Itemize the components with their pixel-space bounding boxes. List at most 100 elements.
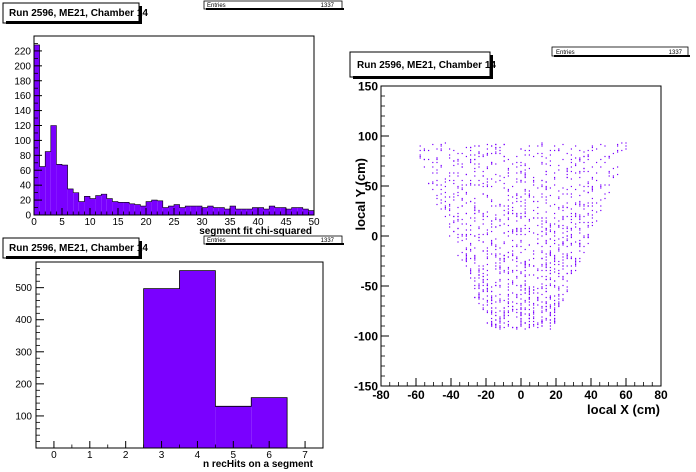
chi2-stats-box[interactable]: Entries 1337 <box>203 0 344 10</box>
localxy-point <box>583 167 585 170</box>
localxy-point <box>507 298 509 300</box>
localxy-point <box>482 284 484 287</box>
localxy-point <box>507 230 509 233</box>
localxy-point <box>558 287 560 290</box>
localxy-point <box>449 203 451 206</box>
localxy-point <box>562 158 564 161</box>
nrechits-x-tick-label: 2 <box>123 450 129 461</box>
localxy-point <box>457 172 459 174</box>
localxy-stats-box[interactable]: Entries 1337 <box>551 46 690 57</box>
localxy-point <box>436 184 438 186</box>
localxy-point <box>440 164 442 167</box>
localxy-point <box>579 172 581 174</box>
localxy-point <box>486 196 488 198</box>
localxy-point <box>478 302 480 305</box>
localxy-point <box>495 217 497 219</box>
localxy-point <box>583 208 585 210</box>
localxy-point <box>482 223 484 225</box>
nrechits-bar <box>143 288 180 448</box>
localxy-point <box>453 230 455 233</box>
localxy-point <box>600 209 602 212</box>
localxy-point <box>528 263 530 266</box>
localxy-point <box>474 175 476 177</box>
localxy-point <box>566 286 568 288</box>
localxy-point <box>432 172 434 174</box>
localxy-point <box>608 172 610 174</box>
localxy-point <box>516 245 518 248</box>
localxy-point <box>524 176 526 179</box>
localxy-point <box>617 166 619 168</box>
chi2-title-box[interactable]: Run 2596, ME21, Chamber 14 <box>2 2 148 24</box>
localxy-y-tick-label: 50 <box>365 180 379 194</box>
localxy-point <box>486 253 488 255</box>
nrechits-stats-box[interactable]: Entries 1337 <box>203 235 344 245</box>
localxy-point <box>562 206 564 209</box>
localxy-point <box>428 158 430 161</box>
localxy-point <box>495 238 497 240</box>
localxy-point <box>541 263 543 266</box>
localxy-point <box>491 253 493 255</box>
localxy-point <box>562 187 564 189</box>
localxy-point <box>495 311 497 314</box>
localxy-point <box>491 205 493 207</box>
localxy-x-tick-label: 0 <box>518 388 525 402</box>
nrechits-title-box[interactable]: Run 2596, ME21, Chamber 14 <box>2 237 148 259</box>
localxy-point <box>524 163 526 165</box>
chi2-y-tick-label: 60 <box>20 166 32 177</box>
localxy-point <box>461 184 463 186</box>
localxy-point <box>587 242 589 245</box>
localxy-point <box>436 194 438 197</box>
localxy-point <box>545 211 547 213</box>
nrechits-x-tick-label: 7 <box>302 450 308 461</box>
chi2-x-tick-label: 20 <box>140 217 152 228</box>
localxy-point <box>566 245 568 248</box>
localxy-point <box>524 275 526 278</box>
localxy-point <box>528 326 530 329</box>
localxy-point <box>495 326 497 329</box>
localxy-point <box>453 196 455 198</box>
localxy-point <box>470 272 472 275</box>
localxy-point <box>558 275 560 278</box>
localxy-point <box>482 218 484 221</box>
localxy-point <box>554 260 556 263</box>
localxy-point <box>537 224 539 227</box>
localxy-point <box>432 188 434 191</box>
localxy-point <box>545 181 547 183</box>
localxy-point <box>596 211 598 213</box>
localxy-point <box>478 296 480 299</box>
localxy-title-box[interactable]: Run 2596, ME21, Chamber 14 <box>349 51 496 79</box>
localxy-point <box>549 272 551 275</box>
localxy-point <box>491 325 493 327</box>
localxy-point <box>621 149 623 152</box>
localxy-point <box>491 163 493 165</box>
localxy-point <box>474 158 476 161</box>
localxy-point <box>465 212 467 215</box>
localxy-point <box>524 269 526 272</box>
localxy-point <box>516 161 518 164</box>
localxy-point <box>478 152 480 155</box>
localxy-point <box>554 280 556 282</box>
localxy-point <box>482 182 484 185</box>
localxy-point <box>507 325 509 327</box>
localxy-point <box>474 197 476 200</box>
localxy-point <box>482 193 484 195</box>
localxy-point <box>507 175 509 177</box>
localxy-point <box>537 287 539 290</box>
localxy-point <box>617 149 619 152</box>
localxy-point <box>587 235 589 237</box>
localxy-point <box>499 152 501 155</box>
localxy-point <box>566 256 568 258</box>
localxy-point <box>495 281 497 284</box>
localxy-point <box>566 235 568 237</box>
localxy-point <box>503 307 505 309</box>
localxy-y-tick-label: 0 <box>371 230 378 244</box>
localxy-point <box>591 187 593 189</box>
localxy-point <box>570 272 572 275</box>
localxy-point <box>549 226 551 228</box>
localxy-point <box>591 190 593 192</box>
localxy-point <box>474 284 476 287</box>
localxy-point <box>499 247 501 249</box>
localxy-point <box>520 293 522 296</box>
localxy-point <box>449 179 451 182</box>
chi2-bar <box>90 198 96 215</box>
